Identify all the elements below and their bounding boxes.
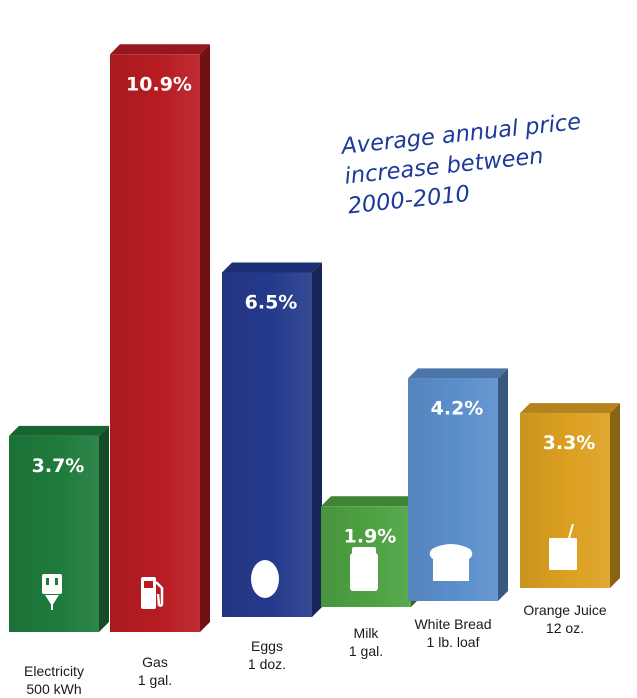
bar-gas: 10.9% bbox=[110, 44, 210, 633]
value-label-eggs: 6.5% bbox=[245, 292, 298, 314]
value-label-gas: 10.9% bbox=[126, 73, 192, 95]
bar-top-face bbox=[222, 262, 322, 273]
category-label-gas: Gas bbox=[142, 654, 168, 670]
value-label-orange-juice: 3.3% bbox=[543, 432, 596, 454]
bar-side-face bbox=[610, 403, 620, 588]
bar-milk: 1.9% bbox=[321, 496, 421, 607]
category-detail-orange-juice: 12 oz. bbox=[546, 620, 584, 636]
category-label-electricity: Electricity bbox=[24, 663, 84, 679]
category-label-eggs: Eggs bbox=[251, 638, 283, 654]
egg-icon bbox=[251, 560, 279, 598]
bar-side-face bbox=[312, 262, 322, 617]
category-detail-eggs: 1 doz. bbox=[248, 656, 286, 672]
bar-front-face bbox=[222, 272, 312, 617]
value-label-electricity: 3.7% bbox=[32, 455, 85, 477]
value-label-white-bread: 4.2% bbox=[431, 397, 484, 419]
electric-outlet-icon bbox=[42, 574, 62, 610]
category-label-white-bread: White Bread bbox=[414, 616, 491, 632]
category-detail-milk: 1 gal. bbox=[349, 643, 383, 659]
category-detail-white-bread: 1 lb. loaf bbox=[427, 634, 480, 650]
category-detail-electricity: 500 kWh bbox=[26, 681, 81, 697]
milk-carton-icon bbox=[350, 547, 378, 591]
category-label-orange-juice: Orange Juice bbox=[523, 602, 606, 618]
bar-top-face bbox=[110, 44, 210, 55]
bar-side-face bbox=[498, 368, 508, 601]
bar-top-face bbox=[408, 368, 508, 379]
bar-top-face bbox=[520, 403, 620, 414]
bar-orange-juice: 3.3% bbox=[520, 403, 620, 588]
bar-side-face bbox=[99, 425, 109, 632]
bar-electricity: 3.7% bbox=[9, 425, 109, 632]
category-detail-gas: 1 gal. bbox=[138, 672, 172, 688]
bar-top-face bbox=[321, 496, 421, 507]
bar-top-face bbox=[9, 425, 109, 436]
value-label-milk: 1.9% bbox=[344, 525, 397, 547]
bread-loaf-icon bbox=[429, 544, 473, 581]
juice-box-icon bbox=[549, 523, 577, 570]
bar-eggs: 6.5% bbox=[222, 262, 322, 617]
gas-pump-icon bbox=[141, 577, 164, 609]
category-label-milk: Milk bbox=[354, 625, 380, 641]
bar-white-bread: 4.2% bbox=[408, 368, 508, 601]
bar-side-face bbox=[200, 44, 210, 633]
bar-front-face bbox=[110, 54, 200, 633]
